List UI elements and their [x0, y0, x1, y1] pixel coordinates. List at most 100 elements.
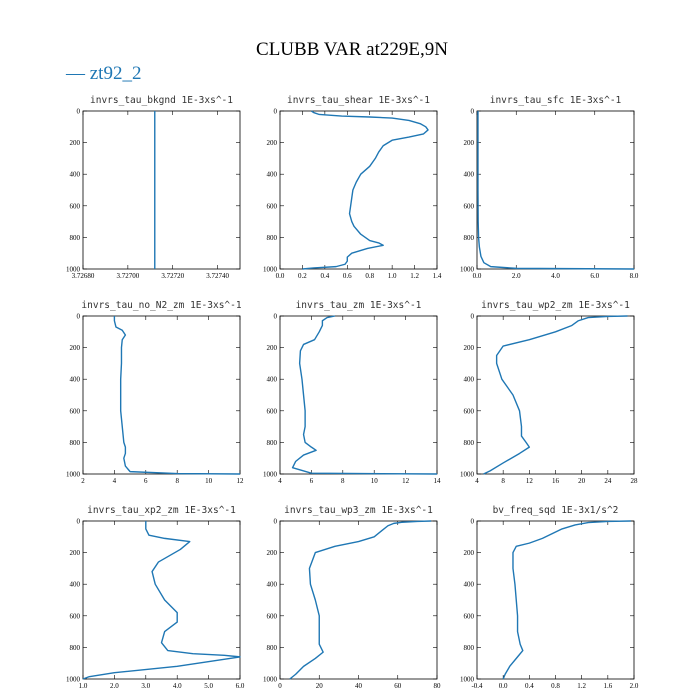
y-tick-label: 600: [267, 202, 278, 210]
x-tick-label: 2: [81, 477, 85, 485]
y-tick-label: 600: [70, 202, 81, 210]
y-tick-label: 0: [77, 313, 81, 321]
x-tick-label: 1.2: [577, 682, 586, 690]
y-tick-label: 0: [274, 108, 278, 116]
plot-frame: [279, 520, 438, 680]
y-tick-label: 0: [471, 108, 475, 116]
chart-panel: invrs_tau_xp2_zm 1E-3xs^-1 1.0 2.0 3.0 4.0 5.…: [66, 505, 245, 690]
panel-title: invrs_tau_zm 1E-3xs^-1: [296, 300, 422, 311]
y-tick-label: 0: [77, 518, 81, 526]
chart-panel: invrs_tau_sfc 1E-3xs^-1 0.0 2.0 4.0 6.0 8.0 0 2…: [460, 95, 639, 280]
x-tick-label: 16: [552, 477, 560, 485]
chart-panel: invrs_tau_zm 1E-3xs^-1 4 6 8 10 12 14 0 200 400 60…: [263, 300, 441, 485]
x-tick-label: 0.8: [551, 682, 560, 690]
y-tick-label: 400: [267, 171, 278, 179]
x-tick-label: 1.2: [410, 272, 419, 280]
x-tick-label: 1.0: [79, 682, 88, 690]
y-tick-label: 200: [464, 139, 475, 147]
panel-title: invrs_tau_shear 1E-3xs^-1: [287, 95, 430, 106]
legend-entry: — zt92_2: [65, 63, 141, 84]
x-tick-label: 0.8: [365, 272, 374, 280]
x-tick-label: 4: [278, 477, 282, 485]
x-tick-label: 12: [402, 477, 410, 485]
x-tick-label: 12: [237, 477, 245, 485]
y-tick-label: 800: [267, 644, 278, 652]
plot-frame: [476, 520, 635, 680]
y-tick-label: 200: [267, 549, 278, 557]
x-tick-label: 0.6: [343, 272, 352, 280]
x-tick-label: 3.72680: [72, 272, 95, 280]
series-line: [477, 111, 635, 270]
panel-title: bv_freq_sqd 1E-3x1/s^2: [493, 505, 619, 516]
x-tick-label: 80: [434, 682, 442, 690]
y-tick-label: 400: [70, 376, 81, 384]
x-tick-label: 0: [278, 682, 282, 690]
x-tick-label: 24: [604, 477, 612, 485]
x-tick-label: 0.4: [320, 272, 329, 280]
y-tick-label: 400: [464, 171, 475, 179]
y-tick-label: 800: [70, 644, 81, 652]
chart-panel: invrs_tau_wp3_zm 1E-3xs^-10 20 40 60 8002004…: [263, 505, 441, 690]
plot-frame: [82, 315, 241, 475]
y-tick-label: 0: [77, 108, 81, 116]
y-tick-label: 0: [471, 518, 475, 526]
y-tick-label: 600: [464, 407, 475, 415]
y-tick-label: 1000: [66, 266, 81, 274]
y-tick-label: 0: [274, 518, 278, 526]
series-line: [289, 520, 432, 680]
figure-title: CLUBB VAR at229E,9N: [256, 39, 448, 60]
y-tick-label: 600: [464, 612, 475, 620]
y-tick-label: 800: [464, 644, 475, 652]
y-tick-label: 400: [70, 581, 81, 589]
y-tick-label: 0: [274, 313, 278, 321]
y-tick-label: 600: [70, 612, 81, 620]
series-line: [302, 110, 429, 270]
x-tick-label: 2.0: [512, 272, 521, 280]
x-tick-label: 1.4: [433, 272, 442, 280]
panels: invrs_tau_bkgnd 1E-3xs^-1 3.72680 3.72700 3…: [66, 95, 639, 690]
chart-panel: invrs_tau_bkgnd 1E-3xs^-1 3.72680 3.72700 3…: [66, 95, 241, 280]
panel-title: invrs_tau_bkgnd 1E-3xs^-1: [90, 95, 233, 106]
y-tick-label: 200: [70, 344, 81, 352]
y-tick-label: 0: [471, 313, 475, 321]
x-tick-label: 14: [434, 477, 442, 485]
x-tick-label: 6: [144, 477, 148, 485]
x-tick-label: 20: [316, 682, 324, 690]
y-tick-label: 200: [70, 549, 81, 557]
y-tick-label: 800: [267, 439, 278, 447]
x-tick-label: 0.0: [499, 682, 508, 690]
x-tick-label: 0.4: [525, 682, 534, 690]
x-tick-label: 1.0: [388, 272, 397, 280]
series-line: [483, 315, 628, 475]
x-tick-label: 0.0: [276, 272, 285, 280]
x-tick-label: 2.0: [630, 682, 639, 690]
y-tick-label: 400: [464, 581, 475, 589]
plot-frame: [82, 110, 241, 270]
series-line: [82, 521, 241, 680]
y-tick-label: 200: [464, 344, 475, 352]
series-line: [291, 315, 438, 475]
x-tick-label: 4.0: [173, 682, 182, 690]
chart-panel: invrs_tau_wp2_zm 1E-3xs^-1 4 8 12 16 20 24 28 0 2…: [460, 300, 638, 485]
y-tick-label: 400: [267, 376, 278, 384]
y-tick-label: 200: [70, 139, 81, 147]
y-tick-label: 200: [267, 139, 278, 147]
y-tick-label: 600: [464, 202, 475, 210]
y-tick-label: 600: [267, 407, 278, 415]
y-tick-label: 1000: [263, 471, 278, 479]
x-tick-label: 0.2: [298, 272, 307, 280]
x-tick-label: 4: [475, 477, 479, 485]
y-tick-label: 400: [464, 376, 475, 384]
y-tick-label: 400: [70, 171, 81, 179]
x-tick-label: 2.0: [110, 682, 119, 690]
y-tick-label: 200: [267, 344, 278, 352]
chart-panel: invrs_tau_no_N2_zm 1E-3xs^-1 2 4 6 8 10 12 0 200…: [66, 300, 244, 485]
y-tick-label: 1000: [66, 471, 81, 479]
panel-title: invrs_tau_wp2_zm 1E-3xs^-1: [481, 300, 630, 311]
plot-frame: [82, 520, 241, 680]
y-tick-label: 1000: [460, 266, 475, 274]
x-tick-label: 20: [578, 477, 586, 485]
x-tick-label: 3.72700: [116, 272, 139, 280]
x-tick-label: 8: [341, 477, 345, 485]
